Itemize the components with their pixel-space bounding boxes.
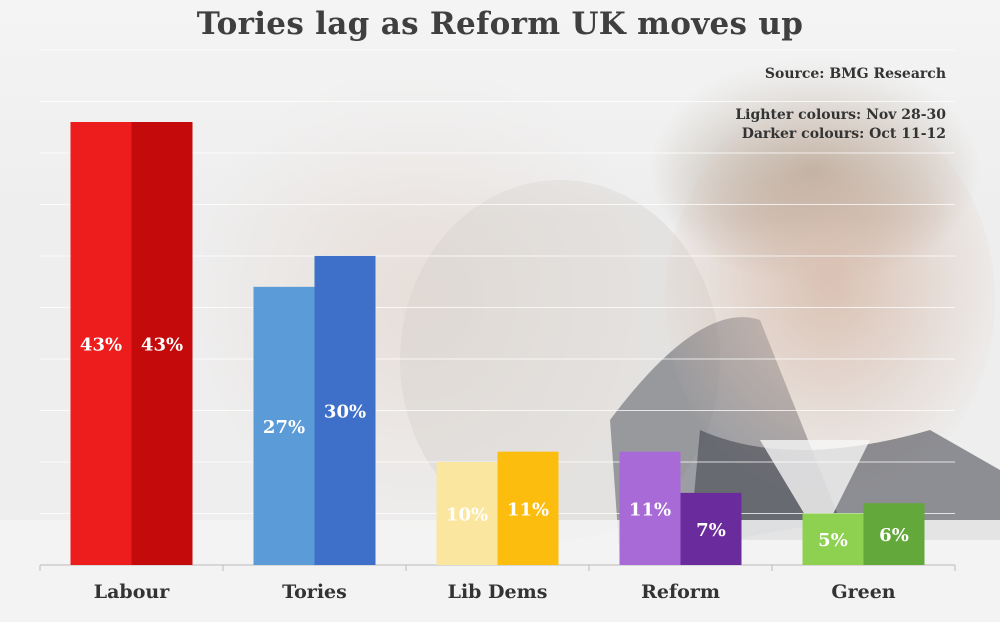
legend-darker-colours: Darker colours: Oct 11-12: [741, 126, 946, 142]
value-label-labour-oct: 43%: [141, 335, 183, 356]
bar-labour-nov: [70, 122, 132, 565]
category-label-tories: Tories: [282, 581, 347, 603]
chart-title: Tories lag as Reform UK moves up: [196, 6, 804, 42]
bar-tories-nov: [253, 286, 315, 565]
value-label-labour-nov: 43%: [80, 335, 122, 356]
bars: [70, 122, 925, 565]
bar-labour-oct: [131, 122, 193, 565]
value-label-green-oct: 6%: [879, 525, 909, 546]
bar-green-oct: [863, 503, 925, 565]
bar-reform-oct: [680, 492, 742, 565]
bar-reform-nov: [619, 451, 681, 565]
value-label-tories-nov: 27%: [263, 417, 305, 438]
bar-lib-dems-nov: [436, 461, 498, 565]
category-label-reform: Reform: [641, 581, 720, 603]
category-label-labour: Labour: [94, 581, 170, 603]
category-label-lib-dems: Lib Dems: [448, 581, 548, 603]
bar-green-nov: [802, 513, 864, 565]
bar-lib-dems-oct: [497, 451, 559, 565]
value-label-tories-oct: 30%: [324, 401, 366, 422]
value-label-reform-nov: 11%: [629, 499, 671, 520]
value-label-lib-dems-nov: 10%: [446, 504, 488, 525]
x-axis: Labour Tories Lib Dems Reform Green: [39, 565, 956, 603]
category-label-green: Green: [831, 581, 895, 603]
legend-lighter-colours: Lighter colours: Nov 28-30: [735, 107, 946, 123]
value-label-reform-oct: 7%: [696, 520, 726, 541]
source-note: Source: BMG Research: [764, 66, 946, 82]
value-label-lib-dems-oct: 11%: [507, 499, 549, 520]
value-label-green-nov: 5%: [818, 530, 848, 551]
bar-tories-oct: [314, 255, 376, 565]
bar-value-labels: 43% 43% 27% 30% 10% 11% 11% 7% 5% 6%: [80, 335, 909, 552]
